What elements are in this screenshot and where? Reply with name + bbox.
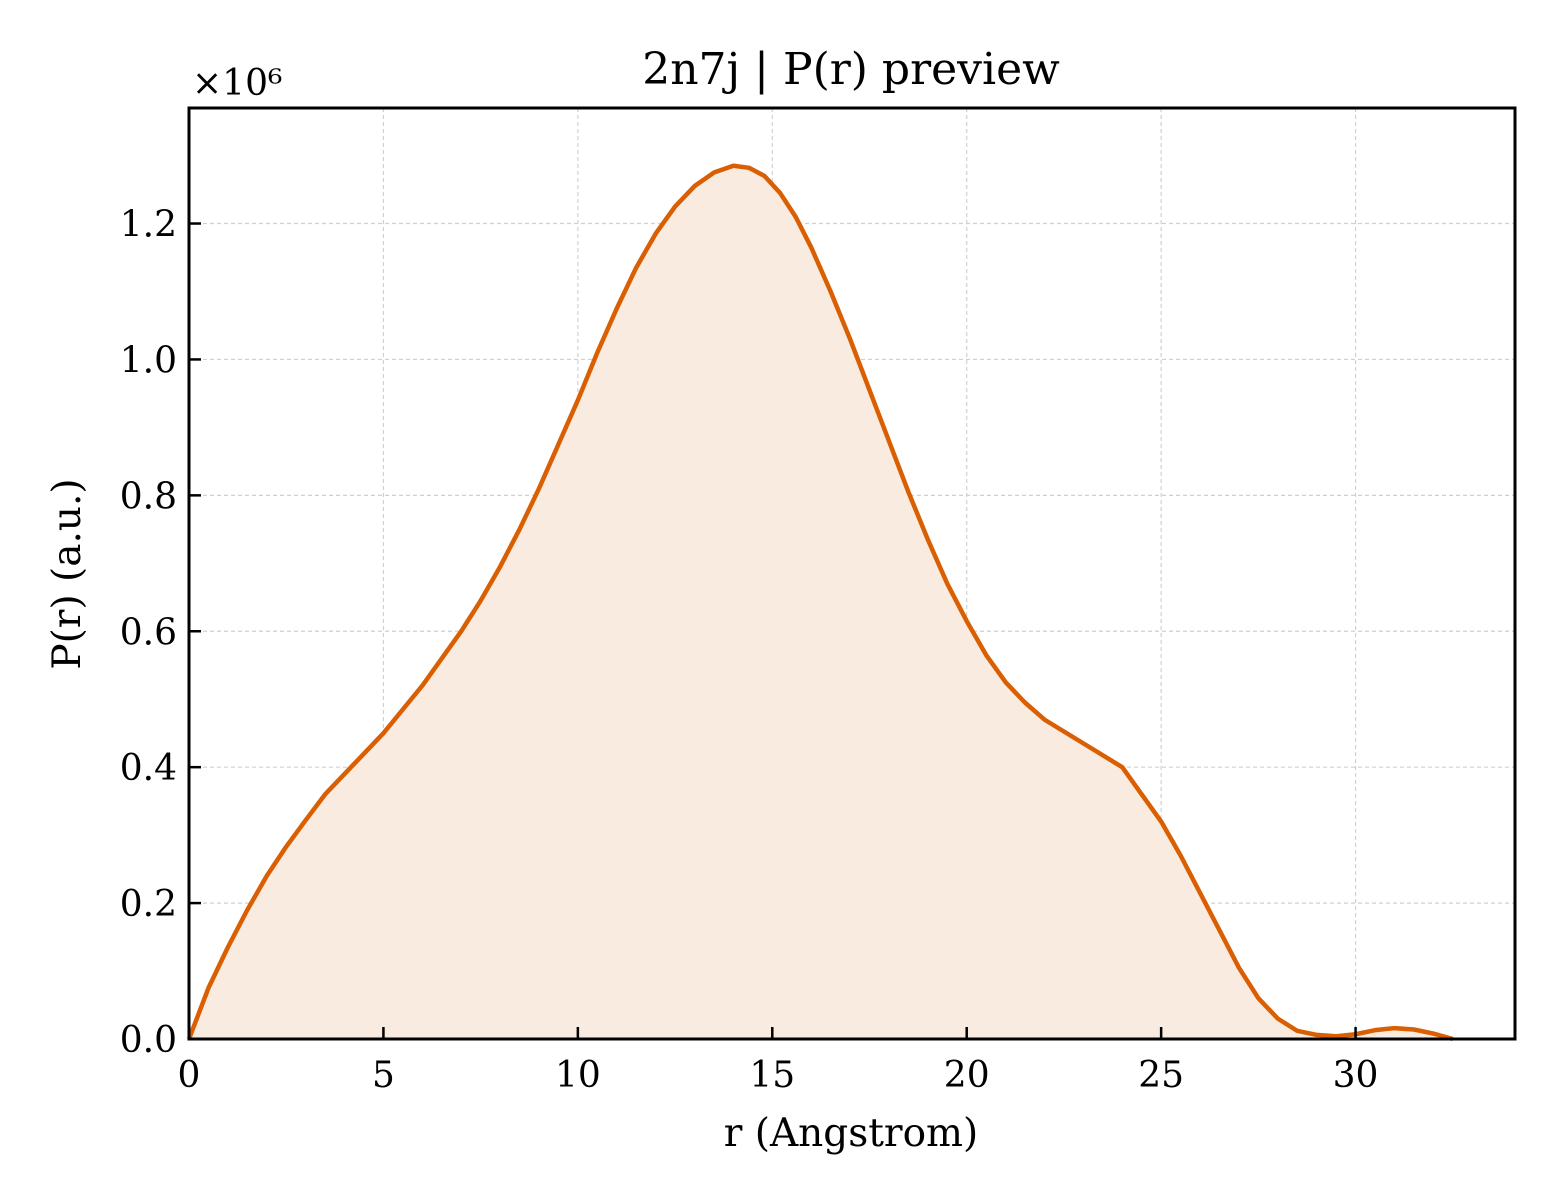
x-tick-label: 10 [555, 1055, 601, 1096]
chart-title: 2n7j | P(r) preview [642, 44, 1060, 95]
x-tick-label: 20 [944, 1055, 990, 1096]
y-axis-title: P(r) (a.u.) [45, 478, 90, 669]
y-tick-label: 1.0 [120, 340, 177, 381]
y-tick-label: 1.2 [120, 205, 177, 246]
x-tick-label: 25 [1138, 1055, 1184, 1096]
y-tick-label: 0.4 [120, 748, 177, 789]
y-tick-label: 0.8 [120, 476, 177, 517]
y-tick-label: 0.0 [120, 1020, 177, 1061]
x-axis-title: r (Angstrom) [724, 1111, 979, 1156]
x-tick-label: 30 [1333, 1055, 1379, 1096]
ticks: 0 5 10 15 20 25 30 0.0 0.2 0.4 0.6 0.8 1.0 1.2 [120, 205, 1379, 1096]
x-tick-label: 15 [749, 1055, 795, 1096]
x-tick-label: 0 [178, 1055, 201, 1096]
y-tick-label: 0.6 [120, 612, 177, 653]
plot-frame [187, 106, 1517, 1041]
pr-series-line [186, 163, 1454, 1042]
y-scale-label: ×10⁶ [192, 63, 282, 104]
y-tick-label: 0.2 [120, 884, 177, 925]
x-tick-label: 5 [372, 1055, 395, 1096]
pr-area-fill [189, 165, 1453, 1039]
